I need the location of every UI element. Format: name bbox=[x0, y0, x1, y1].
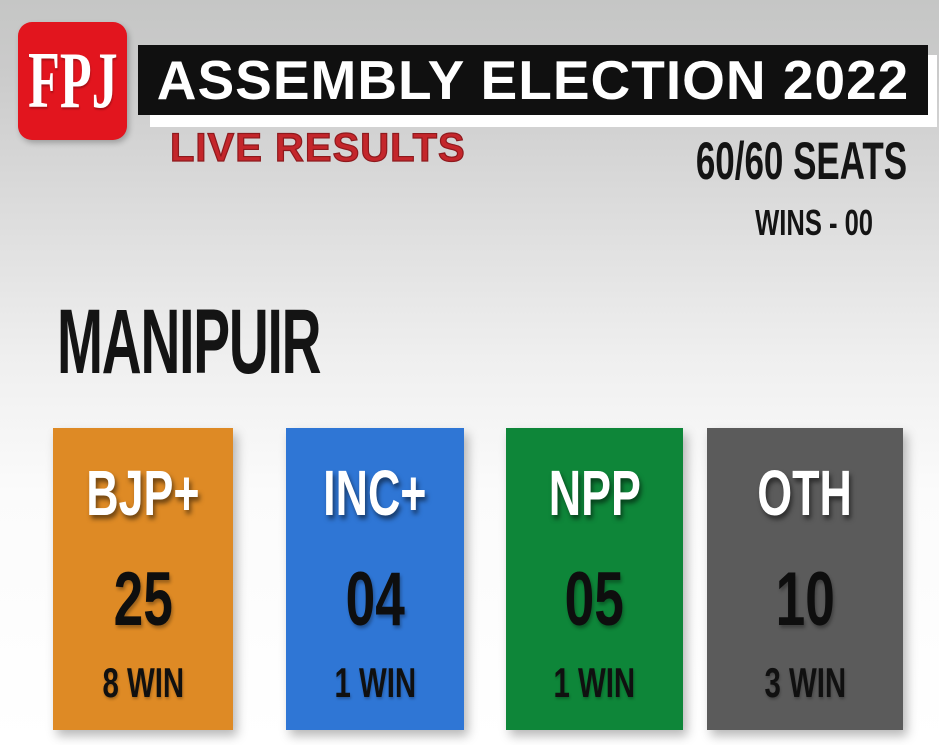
wins-total: WINS - 00 bbox=[755, 202, 873, 243]
party-seat-count: 10 bbox=[775, 557, 835, 642]
party-name: INC+ bbox=[323, 457, 427, 529]
party-seat-count: 04 bbox=[345, 557, 405, 642]
party-card-bjp: BJP+ 25 8 WIN bbox=[53, 428, 233, 730]
party-win-count: 3 WIN bbox=[764, 659, 846, 706]
party-win-count: 1 WIN bbox=[334, 659, 416, 706]
party-name: NPP bbox=[548, 457, 641, 529]
party-card-oth: OTH 10 3 WIN bbox=[707, 428, 903, 730]
fpj-logo-text: FPJ bbox=[27, 37, 118, 125]
state-title: MANIPUIR bbox=[57, 291, 322, 393]
party-name: OTH bbox=[757, 457, 853, 529]
party-seat-count: 25 bbox=[113, 557, 173, 642]
party-seat-count: 05 bbox=[564, 557, 625, 642]
party-name: BJP+ bbox=[86, 457, 200, 529]
party-card-npp: NPP 05 1 WIN bbox=[506, 428, 683, 730]
live-results-label: LIVE RESULTS bbox=[169, 126, 466, 170]
party-win-count: 1 WIN bbox=[553, 659, 636, 706]
party-win-count: 8 WIN bbox=[102, 659, 184, 706]
headline-banner: ASSEMBLY ELECTION 2022 bbox=[138, 45, 928, 115]
fpj-logo: FPJ bbox=[18, 22, 127, 140]
party-card-inc: INC+ 04 1 WIN bbox=[286, 428, 464, 730]
headline-title: ASSEMBLY ELECTION 2022 bbox=[156, 48, 910, 111]
seats-total: 60/60 SEATS bbox=[695, 132, 907, 191]
